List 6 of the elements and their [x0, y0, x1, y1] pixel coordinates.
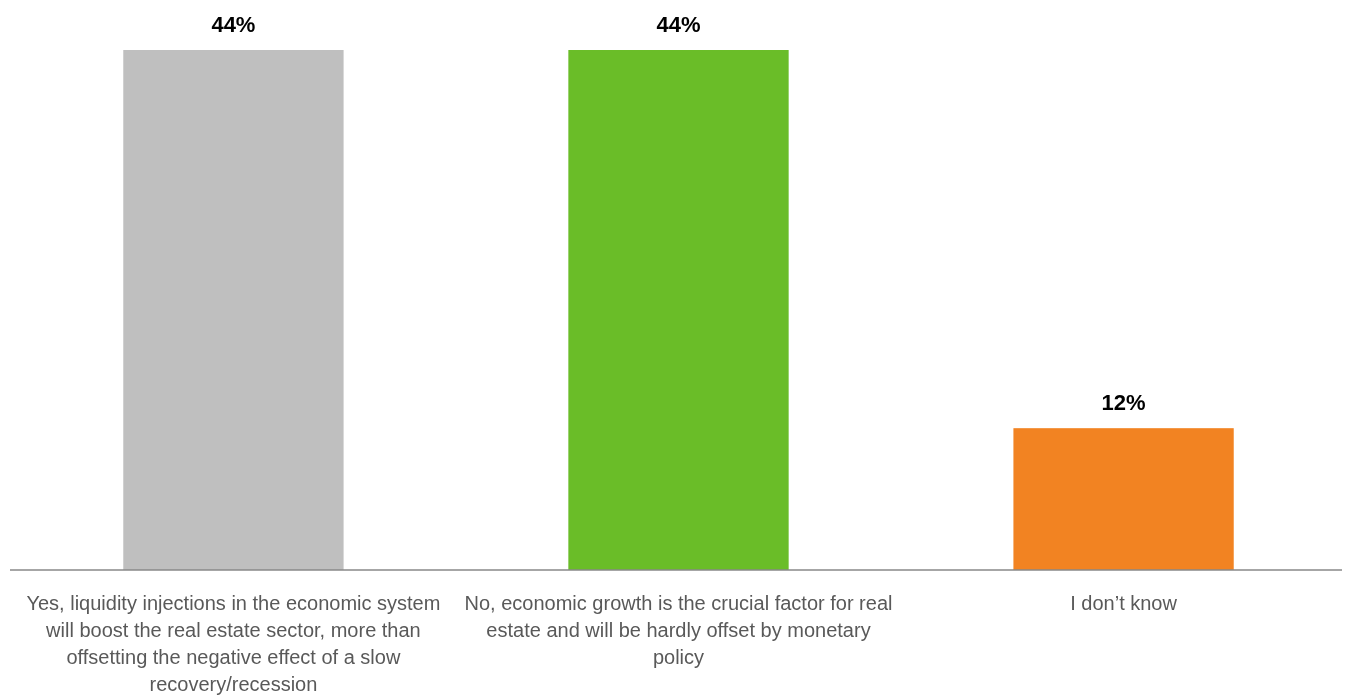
data-label: 12%	[1101, 390, 1146, 416]
x-tick-label: No, economic growth is the crucial factor for real estate and will be hardly offset by monetary policy	[464, 592, 893, 668]
data-label: 44%	[211, 12, 256, 37]
x-tick-label: Yes, liquidity injections in the economic system will boost the real estate sector, more than offsetting the negative effect of a slow recovery/recession	[26, 592, 441, 695]
data-label: 44%	[656, 12, 701, 37]
x-tick-label: I don’t know	[1070, 592, 1178, 614]
